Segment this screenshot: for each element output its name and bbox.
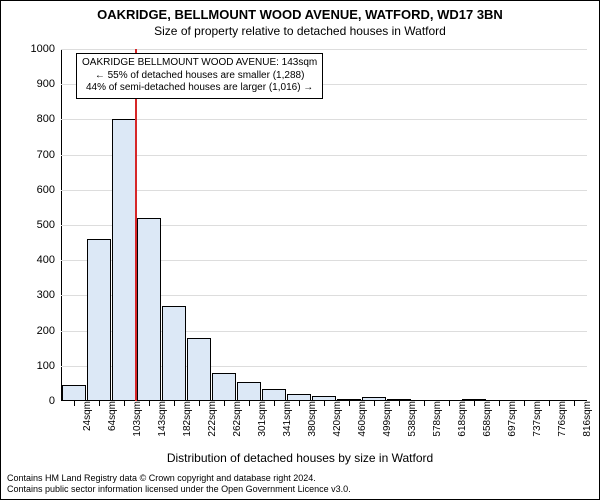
footer-line-2: Contains public sector information licen… (7, 484, 593, 495)
y-tick-label: 400 (37, 254, 61, 266)
y-tick-label: 700 (37, 149, 61, 161)
x-tick-label: 182sqm (178, 401, 193, 437)
x-tick-mark (424, 401, 425, 406)
x-tick-label: 737sqm (528, 401, 543, 437)
chart-title-sub: Size of property relative to detached ho… (1, 24, 599, 38)
y-tick-label: 200 (37, 325, 61, 337)
x-tick-mark (399, 401, 400, 406)
x-tick-label: 301sqm (253, 401, 268, 437)
x-tick-mark (249, 401, 250, 406)
x-tick-mark (374, 401, 375, 406)
x-tick-mark (499, 401, 500, 406)
y-tick-label: 1000 (31, 43, 61, 55)
x-tick-label: 578sqm (428, 401, 443, 437)
x-tick-label: 697sqm (503, 401, 518, 437)
x-tick-label: 658sqm (478, 401, 493, 437)
x-tick-label: 24sqm (78, 401, 93, 431)
x-tick-label: 499sqm (378, 401, 393, 437)
chart-title-main: OAKRIDGE, BELLMOUNT WOOD AVENUE, WATFORD… (1, 7, 599, 22)
x-tick-label: 262sqm (228, 401, 243, 437)
histogram-bar (237, 382, 261, 401)
y-tick-label: 900 (37, 78, 61, 90)
y-tick-label: 100 (37, 360, 61, 372)
histogram-bar (62, 385, 86, 401)
annotation-line: OAKRIDGE BELLMOUNT WOOD AVENUE: 143sqm (82, 57, 317, 70)
x-tick-label: 143sqm (153, 401, 168, 437)
x-tick-label: 776sqm (553, 401, 568, 437)
annotation-box: OAKRIDGE BELLMOUNT WOOD AVENUE: 143sqm← … (76, 53, 323, 99)
histogram-bar (262, 389, 286, 401)
y-tick-label: 0 (49, 395, 61, 407)
histogram-bar (87, 239, 111, 401)
x-tick-mark (199, 401, 200, 406)
annotation-line: ← 55% of detached houses are smaller (1,… (82, 70, 317, 83)
annotation-line: 44% of semi-detached houses are larger (… (82, 82, 317, 95)
gridline (61, 190, 587, 191)
x-tick-mark (274, 401, 275, 406)
histogram-bar (162, 306, 186, 401)
gridline (61, 49, 587, 50)
y-tick-label: 800 (37, 113, 61, 125)
x-tick-mark (299, 401, 300, 406)
x-tick-mark (74, 401, 75, 406)
x-tick-mark (574, 401, 575, 406)
x-axis-label: Distribution of detached houses by size … (1, 451, 599, 465)
property-marker-line (135, 49, 137, 401)
chart-frame: OAKRIDGE, BELLMOUNT WOOD AVENUE, WATFORD… (0, 0, 600, 500)
histogram-bar (187, 338, 211, 401)
plot-area: 0100200300400500600700800900100024sqm64s… (61, 49, 587, 401)
footer-attribution: Contains HM Land Registry data © Crown c… (7, 473, 593, 496)
x-tick-mark (174, 401, 175, 406)
x-tick-mark (449, 401, 450, 406)
x-tick-label: 618sqm (453, 401, 468, 437)
x-tick-label: 538sqm (403, 401, 418, 437)
x-tick-label: 341sqm (278, 401, 293, 437)
x-tick-label: 816sqm (578, 401, 593, 437)
plot-inner: 0100200300400500600700800900100024sqm64s… (61, 49, 587, 401)
histogram-bar (212, 373, 236, 401)
x-tick-mark (474, 401, 475, 406)
histogram-bar (137, 218, 161, 401)
histogram-bar (112, 119, 136, 401)
x-tick-mark (124, 401, 125, 406)
x-tick-label: 420sqm (328, 401, 343, 437)
y-tick-label: 600 (37, 184, 61, 196)
x-tick-mark (99, 401, 100, 406)
x-tick-label: 380sqm (303, 401, 318, 437)
y-tick-label: 300 (37, 289, 61, 301)
histogram-bar (287, 394, 311, 401)
x-tick-label: 64sqm (103, 401, 118, 431)
x-tick-label: 222sqm (203, 401, 218, 437)
y-tick-label: 500 (37, 219, 61, 231)
x-tick-mark (324, 401, 325, 406)
x-tick-mark (224, 401, 225, 406)
x-tick-mark (549, 401, 550, 406)
x-tick-mark (524, 401, 525, 406)
gridline (61, 155, 587, 156)
x-tick-label: 103sqm (128, 401, 143, 437)
footer-line-1: Contains HM Land Registry data © Crown c… (7, 473, 593, 484)
x-tick-label: 460sqm (353, 401, 368, 437)
x-tick-mark (149, 401, 150, 406)
gridline (61, 119, 587, 120)
x-tick-mark (349, 401, 350, 406)
